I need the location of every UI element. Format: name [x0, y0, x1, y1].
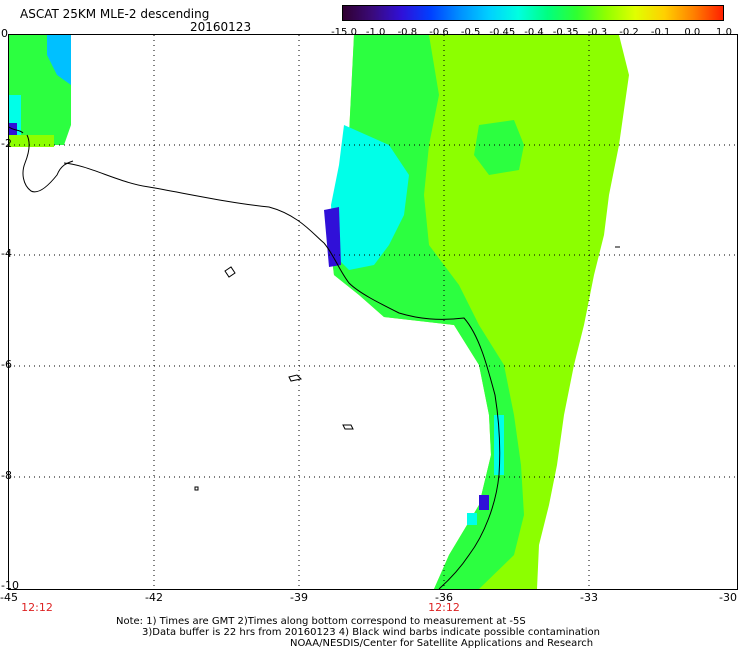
lon-label: -36 [435, 591, 453, 604]
colorbar-tick-label: -15.0 [331, 27, 357, 38]
swath-cyan-2 [467, 513, 477, 525]
note-line-3: NOAA/NESDIS/Center for Satellite Applica… [290, 638, 594, 649]
lon-label: -45 [0, 591, 18, 604]
colorbar-tick-label: -0.45 [489, 27, 516, 38]
coastline-north [8, 126, 74, 193]
lon-label: -42 [145, 591, 163, 604]
note-line-2: 3)Data buffer is 22 hrs from 20160123 4)… [142, 627, 600, 638]
lon-label: -39 [290, 591, 308, 604]
colorbar-tick-label: -0.2 [619, 27, 639, 38]
colorbar-tick-label: -0.8 [397, 27, 418, 38]
scatterometer-swath [9, 35, 629, 589]
map-plot-area [8, 34, 738, 590]
swath-cyan [331, 125, 409, 270]
colorbar-tick-label: -0.35 [552, 27, 579, 38]
colorbar-tick-label: -0.5 [460, 27, 481, 38]
colorbar-tick-label: -1.0 [365, 27, 386, 38]
map-date: 20160123 [190, 20, 252, 34]
colorbar-tick-label: 1.0 [716, 27, 732, 38]
lat-label: -2 [1, 137, 12, 150]
swath-green-blob [474, 120, 524, 175]
coastline [63, 162, 501, 590]
time-label: 12:12 [21, 601, 53, 614]
lat-label: -4 [1, 247, 12, 260]
lat-label: 0 [1, 27, 8, 40]
colorbar-tick-label: 0.0 [684, 27, 701, 38]
swath-nw-lime [9, 135, 54, 147]
colorbar-tick-label: -0.6 [429, 27, 449, 38]
lat-label: -6 [1, 358, 12, 371]
map-svg [8, 35, 737, 590]
colorbar [342, 5, 724, 21]
swath-purple-2 [479, 495, 489, 510]
colorbar-tick-label: -0.1 [650, 27, 671, 38]
lon-label: -33 [580, 591, 598, 604]
lat-label: -10 [1, 579, 19, 592]
swath-purple [324, 207, 341, 267]
swath-nw-blue [47, 35, 71, 85]
lon-label: -30 [719, 591, 737, 604]
lat-label: -8 [1, 469, 12, 482]
swath-cyan-3 [494, 415, 504, 475]
time-label: 12:12 [428, 601, 460, 614]
colorbar-tick-label: -0.4 [524, 27, 544, 38]
islands [194, 246, 620, 491]
map-title: ASCAT 25KM MLE-2 descending [20, 7, 210, 21]
colorbar-tick-label: -0.3 [587, 27, 608, 38]
note-line-1: Note: 1) Times are GMT 2)Times along bot… [116, 616, 526, 627]
